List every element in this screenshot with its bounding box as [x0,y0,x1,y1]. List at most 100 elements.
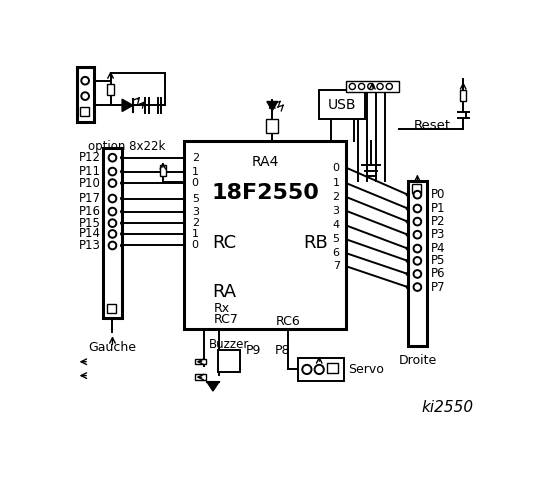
Text: P0: P0 [431,188,445,201]
Text: Gauche: Gauche [88,341,137,354]
Circle shape [121,197,124,200]
Circle shape [368,84,374,90]
Text: P16: P16 [79,205,101,218]
Text: 1: 1 [192,229,199,239]
Text: 0: 0 [333,163,340,173]
Circle shape [302,365,311,374]
Text: P6: P6 [431,267,445,280]
Text: P8: P8 [274,344,290,357]
Bar [107,304,116,313]
Circle shape [121,156,124,159]
Text: 2: 2 [192,153,199,163]
Text: P14: P14 [79,228,101,240]
Text: 3: 3 [192,206,199,216]
Text: P5: P5 [431,254,445,267]
Text: Reset: Reset [414,119,451,132]
Circle shape [81,77,89,84]
Text: RC: RC [212,234,237,252]
Circle shape [121,222,124,225]
Text: P9: P9 [246,344,260,357]
Bar [195,374,206,380]
Text: Rx: Rx [213,302,230,315]
Circle shape [108,230,116,238]
Circle shape [108,195,116,203]
Bar [460,90,466,101]
Text: 2: 2 [332,192,340,202]
Text: ki2550: ki2550 [422,400,474,416]
Circle shape [406,259,409,263]
Text: P10: P10 [79,177,101,190]
Circle shape [414,218,421,226]
Text: Droite: Droite [398,354,436,367]
Circle shape [108,179,116,187]
Circle shape [406,247,409,250]
Bar [327,362,338,373]
Bar [408,181,427,347]
Text: 7: 7 [332,261,340,271]
Text: 2: 2 [192,218,199,228]
Circle shape [121,232,124,236]
Circle shape [121,181,124,185]
Circle shape [386,84,393,90]
Circle shape [414,191,421,199]
Circle shape [414,231,421,239]
Bar [107,84,113,95]
Text: P4: P4 [431,242,445,255]
Polygon shape [267,101,278,111]
Text: P1: P1 [431,202,445,215]
Text: option 8x22k: option 8x22k [88,140,165,153]
Circle shape [414,283,421,291]
Bar [80,107,89,116]
Text: RB: RB [303,234,328,252]
Text: RC7: RC7 [213,313,238,326]
Circle shape [121,210,124,213]
Circle shape [121,170,124,173]
Circle shape [406,220,409,223]
Circle shape [377,84,383,90]
Circle shape [414,257,421,265]
Bar [77,67,93,122]
Text: P2: P2 [431,215,445,228]
Circle shape [406,233,409,236]
Text: P11: P11 [79,165,101,178]
Circle shape [121,244,124,247]
Text: Servo: Servo [348,363,384,376]
Circle shape [406,273,409,276]
Text: P3: P3 [431,228,445,241]
Bar [103,148,122,318]
Text: P15: P15 [79,216,101,229]
Bar [266,119,278,133]
Circle shape [108,168,116,175]
Bar [298,358,344,381]
Text: 6: 6 [333,248,340,258]
Text: 3: 3 [333,206,340,216]
Text: 5: 5 [333,234,340,244]
Circle shape [406,207,409,210]
Circle shape [108,154,116,162]
Circle shape [406,286,409,288]
Circle shape [414,204,421,212]
Text: 0: 0 [192,178,199,188]
Bar [411,184,421,193]
Text: Buzzer: Buzzer [209,337,249,350]
Text: 18F2550: 18F2550 [211,183,319,203]
Bar [319,90,366,119]
Polygon shape [122,99,133,111]
Circle shape [406,193,409,196]
Circle shape [108,219,116,227]
Circle shape [414,270,421,278]
Circle shape [358,84,364,90]
Bar [195,359,206,364]
Text: 5: 5 [192,193,199,204]
Text: RA: RA [212,284,237,301]
Text: RC6: RC6 [276,315,301,328]
Circle shape [315,365,324,374]
Text: 1: 1 [333,178,340,188]
Text: P17: P17 [79,192,101,205]
Circle shape [349,84,356,90]
Circle shape [108,241,116,249]
Text: 0: 0 [192,240,199,251]
Bar [160,166,166,176]
Text: 4: 4 [332,220,340,230]
Text: USB: USB [328,97,357,111]
